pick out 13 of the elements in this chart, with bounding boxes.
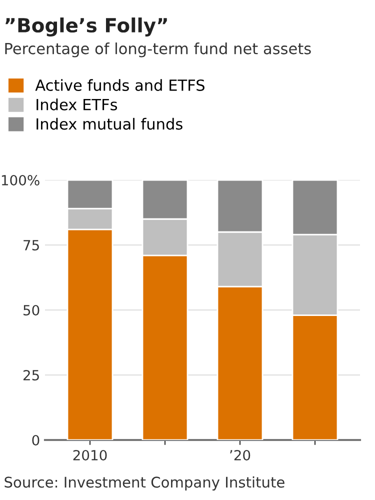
- chart-subtitle: Percentage of long-term fund net assets: [5, 42, 311, 58]
- source-note: Source: Investment Company Institute: [4, 476, 284, 491]
- y-tick-label: 100%: [2, 174, 40, 186]
- chart-title: ”Bogle’s Folly”: [6, 18, 167, 36]
- x-tick-label: ’20: [230, 450, 250, 460]
- legend-label: Index ETFs: [36, 98, 118, 110]
- y-tick-label: 0: [32, 434, 40, 446]
- legend-label: Active funds and ETFS: [35, 79, 204, 91]
- legend-label: Index mutual funds: [36, 118, 182, 130]
- y-tick-label: 50: [24, 304, 40, 316]
- y-tick-label: 25: [23, 370, 39, 380]
- x-tick-label: 2010: [73, 450, 107, 460]
- y-tick-label: 75: [24, 240, 39, 250]
